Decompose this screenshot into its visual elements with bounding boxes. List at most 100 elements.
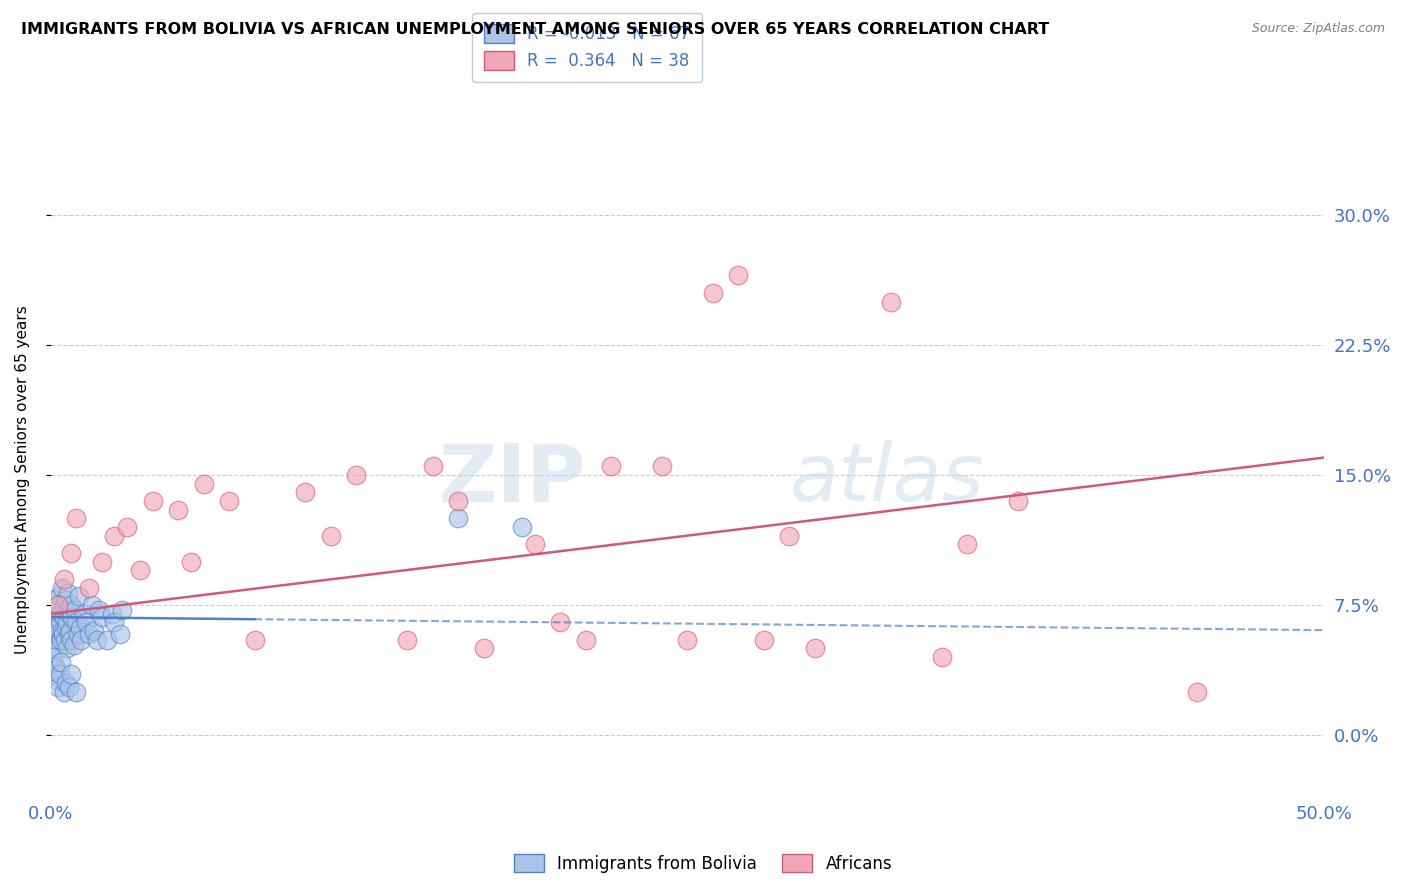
Point: [56, 615, 79, 630]
Point: [58, 607, 80, 621]
Point: [48, 598, 70, 612]
Point: [60, 546, 83, 560]
Point: [86, 632, 108, 647]
Point: [45, 662, 67, 676]
Point: [42, 627, 65, 641]
Point: [80, 598, 103, 612]
Text: ZIP: ZIP: [439, 441, 585, 518]
Point: [167, 502, 190, 516]
Point: [56, 586, 79, 600]
Point: [243, 632, 266, 647]
Point: [60, 667, 83, 681]
Point: [58, 680, 80, 694]
Text: atlas: atlas: [789, 441, 984, 518]
Point: [58, 627, 80, 641]
Point: [956, 537, 979, 551]
Point: [63, 603, 86, 617]
Point: [129, 563, 152, 577]
Point: [42, 603, 65, 617]
Point: [180, 555, 202, 569]
Point: [49, 632, 72, 647]
Point: [48, 667, 70, 681]
Point: [803, 641, 825, 656]
Point: [344, 467, 367, 482]
Point: [294, 485, 316, 500]
Point: [931, 650, 953, 665]
Point: [48, 615, 70, 630]
Point: [53, 632, 76, 647]
Point: [422, 459, 444, 474]
Point: [651, 459, 673, 474]
Point: [45, 638, 67, 652]
Point: [52, 572, 75, 586]
Point: [59, 632, 82, 647]
Text: Source: ZipAtlas.com: Source: ZipAtlas.com: [1251, 22, 1385, 36]
Point: [676, 632, 699, 647]
Y-axis label: Unemployment Among Seniors over 65 years: Unemployment Among Seniors over 65 years: [15, 305, 30, 654]
Point: [319, 528, 342, 542]
Point: [42, 624, 65, 638]
Point: [46, 598, 69, 612]
Point: [65, 684, 87, 698]
Point: [447, 511, 470, 525]
Point: [73, 607, 96, 621]
Point: [727, 268, 749, 283]
Point: [396, 632, 419, 647]
Point: [69, 621, 91, 635]
Point: [1007, 494, 1029, 508]
Legend: R = -0.013   N = 67, R =  0.364   N = 38: R = -0.013 N = 67, R = 0.364 N = 38: [472, 12, 702, 82]
Point: [45, 610, 67, 624]
Point: [1185, 684, 1208, 698]
Point: [89, 603, 111, 617]
Point: [53, 598, 76, 612]
Point: [103, 528, 125, 542]
Point: [218, 494, 240, 508]
Point: [59, 624, 82, 638]
Point: [108, 627, 131, 641]
Point: [48, 680, 70, 694]
Point: [52, 610, 75, 624]
Point: [51, 624, 73, 638]
Point: [52, 627, 75, 641]
Point: [55, 621, 77, 635]
Point: [65, 511, 87, 525]
Point: [62, 610, 84, 624]
Point: [90, 610, 112, 624]
Point: [55, 676, 77, 690]
Point: [472, 641, 495, 656]
Point: [44, 632, 66, 647]
Point: [142, 494, 165, 508]
Point: [702, 285, 724, 300]
Point: [49, 655, 72, 669]
Point: [77, 581, 100, 595]
Point: [46, 673, 69, 687]
Point: [60, 598, 83, 612]
Point: [46, 621, 69, 635]
Point: [574, 632, 596, 647]
Point: [778, 528, 800, 542]
Point: [70, 632, 93, 647]
Point: [752, 632, 775, 647]
Point: [62, 638, 84, 652]
Point: [193, 476, 215, 491]
Point: [447, 494, 470, 508]
Legend: Immigrants from Bolivia, Africans: Immigrants from Bolivia, Africans: [508, 847, 898, 880]
Point: [523, 537, 546, 551]
Point: [66, 627, 89, 641]
Point: [42, 667, 65, 681]
Point: [880, 294, 903, 309]
Point: [55, 592, 77, 607]
Point: [55, 641, 77, 656]
Point: [49, 607, 72, 621]
Point: [111, 603, 134, 617]
Point: [48, 641, 70, 656]
Text: IMMIGRANTS FROM BOLIVIA VS AFRICAN UNEMPLOYMENT AMONG SENIORS OVER 65 YEARS CORR: IMMIGRANTS FROM BOLIVIA VS AFRICAN UNEMP…: [21, 22, 1049, 37]
Point: [96, 632, 118, 647]
Point: [77, 627, 100, 641]
Point: [600, 459, 623, 474]
Point: [52, 684, 75, 698]
Point: [67, 590, 90, 604]
Point: [41, 615, 63, 630]
Point: [48, 590, 70, 604]
Point: [101, 607, 124, 621]
